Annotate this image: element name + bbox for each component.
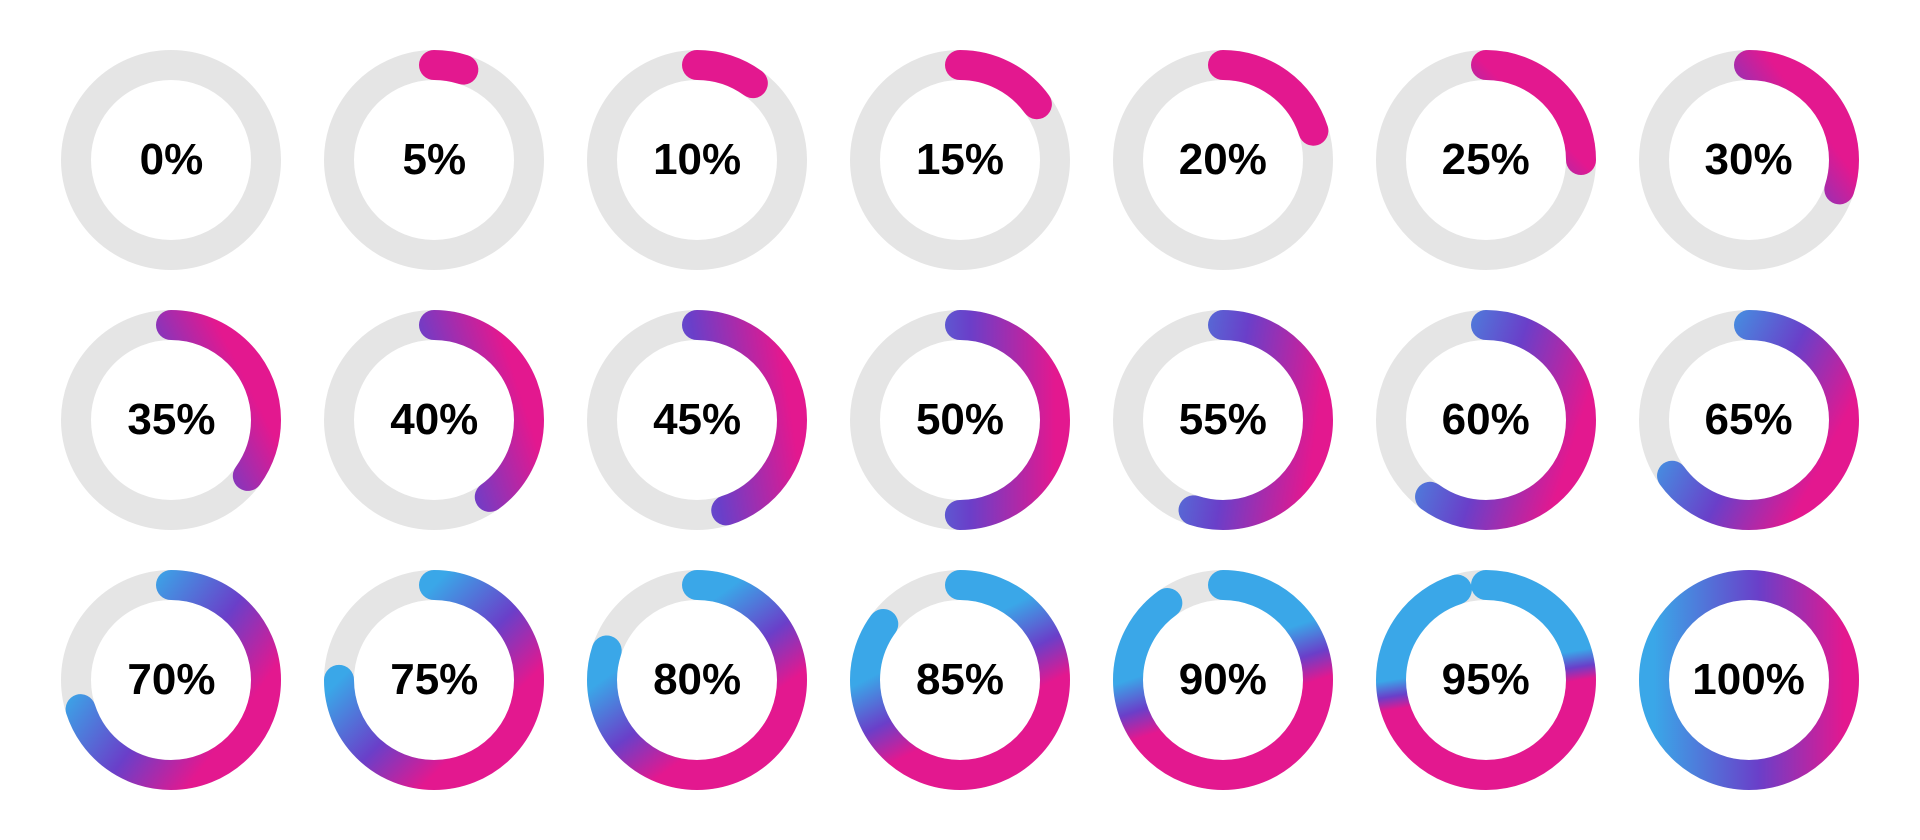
progress-ring-label: 0% (140, 135, 204, 185)
progress-ring: 40% (324, 310, 544, 530)
progress-ring: 20% (1113, 50, 1333, 270)
progress-ring: 80% (587, 570, 807, 790)
progress-ring-label: 95% (1442, 655, 1530, 705)
progress-ring-label: 85% (916, 655, 1004, 705)
progress-ring-label: 75% (390, 655, 478, 705)
progress-ring: 60% (1376, 310, 1596, 530)
progress-ring-label: 65% (1705, 395, 1793, 445)
progress-ring-label: 10% (653, 135, 741, 185)
progress-ring: 45% (587, 310, 807, 530)
progress-ring-label: 45% (653, 395, 741, 445)
progress-ring: 50% (850, 310, 1070, 530)
progress-ring-label: 5% (402, 135, 466, 185)
progress-ring: 85% (850, 570, 1070, 790)
progress-ring: 10% (587, 50, 807, 270)
progress-ring: 65% (1639, 310, 1859, 530)
progress-ring-label: 55% (1179, 395, 1267, 445)
progress-ring: 55% (1113, 310, 1333, 530)
progress-ring-label: 20% (1179, 135, 1267, 185)
progress-ring-grid: 0% 5% 10% 15% 20% 25% 30% 35% 40% 45% 50% 55% 60% 65%… (0, 0, 1920, 840)
progress-ring: 0% (61, 50, 281, 270)
progress-ring: 95% (1376, 570, 1596, 790)
progress-ring: 90% (1113, 570, 1333, 790)
progress-ring-label: 70% (127, 655, 215, 705)
progress-ring-label: 50% (916, 395, 1004, 445)
progress-ring-label: 25% (1442, 135, 1530, 185)
progress-ring: 5% (324, 50, 544, 270)
progress-ring: 25% (1376, 50, 1596, 270)
progress-ring-label: 40% (390, 395, 478, 445)
progress-ring: 70% (61, 570, 281, 790)
progress-ring-label: 100% (1692, 655, 1805, 705)
progress-ring-label: 80% (653, 655, 741, 705)
progress-ring-label: 90% (1179, 655, 1267, 705)
progress-ring-label: 60% (1442, 395, 1530, 445)
progress-ring: 75% (324, 570, 544, 790)
progress-ring: 35% (61, 310, 281, 530)
progress-ring-label: 30% (1705, 135, 1793, 185)
progress-ring-label: 15% (916, 135, 1004, 185)
progress-ring: 15% (850, 50, 1070, 270)
progress-ring-label: 35% (127, 395, 215, 445)
progress-ring: 30% (1639, 50, 1859, 270)
progress-ring: 100% (1639, 570, 1859, 790)
